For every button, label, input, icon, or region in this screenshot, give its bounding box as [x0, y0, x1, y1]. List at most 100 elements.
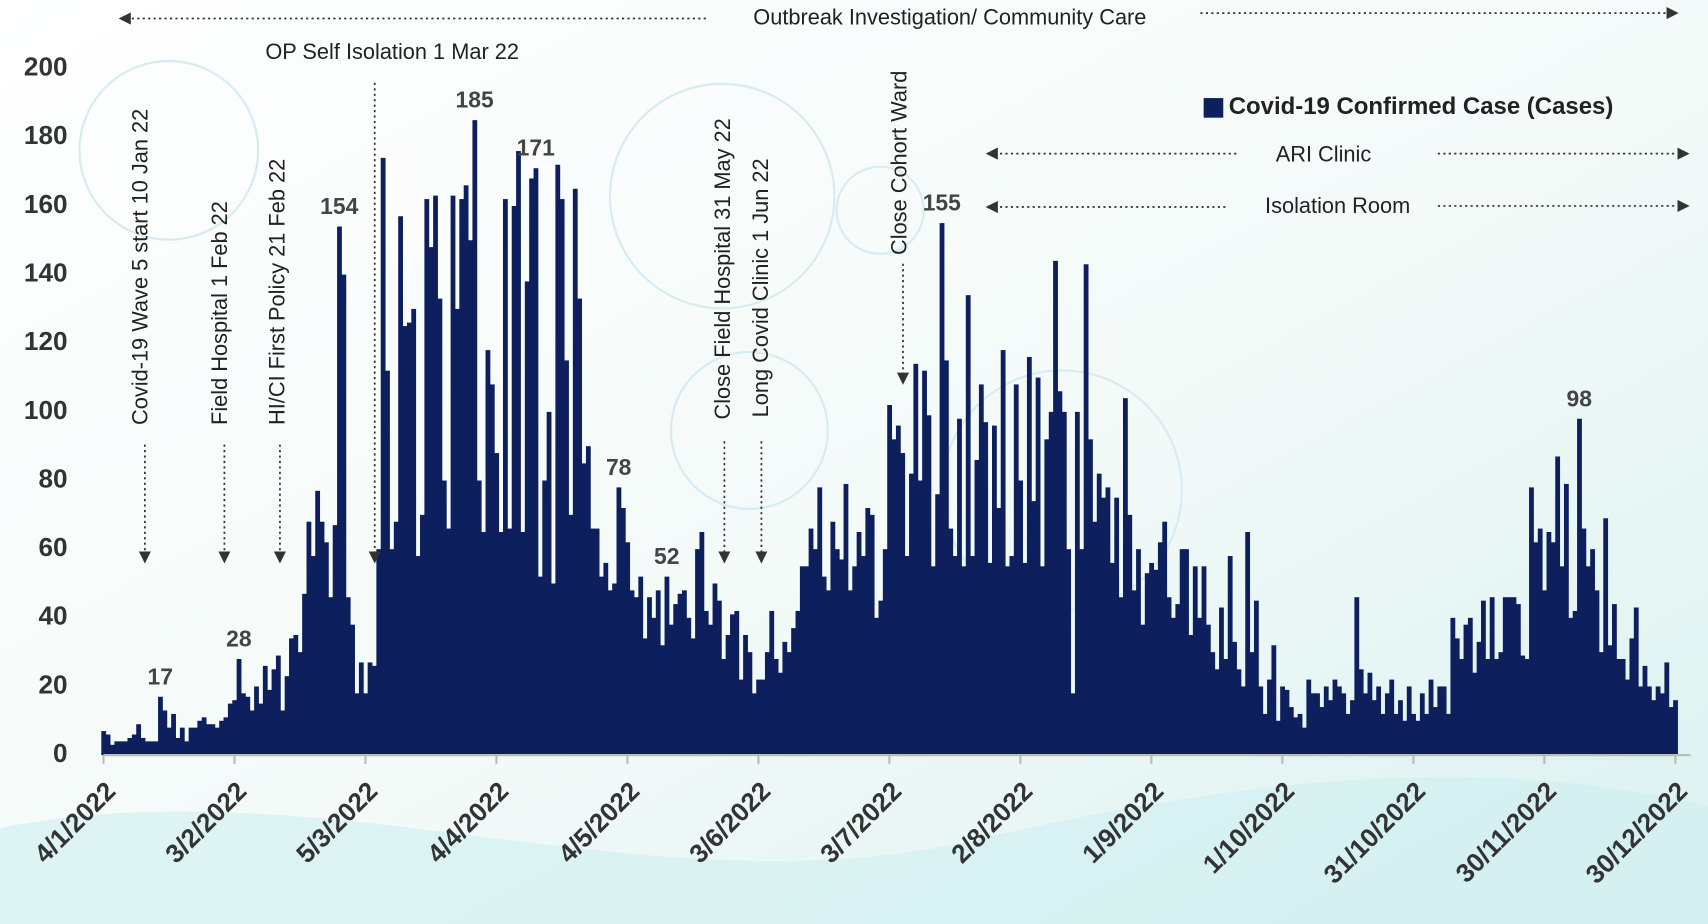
bar: [485, 350, 491, 756]
bar: [114, 741, 120, 756]
bar: [965, 295, 971, 756]
bar: [354, 693, 360, 756]
y-tick-label: 0: [53, 738, 68, 768]
bar: [1673, 700, 1678, 756]
bar: [1550, 542, 1556, 756]
bar: [241, 693, 246, 756]
bar: [874, 617, 879, 756]
y-tick-label: 160: [24, 189, 68, 219]
bar: [1358, 669, 1364, 756]
bar: [799, 566, 805, 756]
bar: [1070, 693, 1076, 756]
bar: [1280, 686, 1285, 756]
decor: [669, 350, 829, 510]
bar: [1245, 532, 1251, 756]
bar: [1162, 521, 1168, 756]
bar: [110, 744, 115, 756]
bar: [254, 686, 259, 756]
bar: [201, 717, 207, 756]
bar: [1563, 483, 1569, 756]
bar: [769, 610, 775, 756]
bar: [983, 422, 989, 756]
bar: [1345, 713, 1351, 756]
bar: [393, 521, 399, 756]
bar: [686, 617, 692, 756]
bar: [1341, 693, 1347, 756]
bar: [804, 566, 810, 756]
bar: [1166, 597, 1172, 756]
bar: [1101, 497, 1106, 756]
bar: [572, 188, 578, 756]
bar: [1136, 549, 1141, 756]
bar: [140, 737, 146, 756]
bar: [533, 168, 539, 756]
bar: [542, 480, 548, 756]
bar: [297, 652, 303, 756]
bar: [1044, 439, 1050, 756]
y-tick-label: 180: [24, 120, 68, 150]
bar: [1153, 569, 1159, 756]
bar: [612, 583, 617, 756]
bar: [695, 549, 700, 756]
bar: [839, 559, 844, 756]
bar: [581, 463, 587, 756]
bar: [245, 696, 251, 756]
bar: [1389, 679, 1395, 756]
bar: [1306, 679, 1312, 756]
bar: [1258, 686, 1264, 756]
bar: [489, 384, 495, 756]
bar: [760, 679, 766, 756]
bar: [450, 195, 456, 756]
bar: [1066, 549, 1072, 756]
bar: [376, 549, 382, 756]
bar: [1048, 411, 1054, 756]
bar: [821, 576, 827, 756]
bar: [1284, 689, 1290, 756]
bar: [865, 507, 871, 756]
bar: [690, 638, 696, 756]
bar: [1323, 686, 1329, 756]
bar: [1171, 617, 1176, 756]
bar: [943, 360, 949, 756]
bar: [651, 617, 657, 756]
bar: [1253, 600, 1259, 756]
bar: [957, 418, 962, 756]
bar: [564, 360, 569, 756]
data-label: 154: [320, 193, 358, 219]
bar: [1660, 693, 1665, 756]
bar: [1271, 645, 1277, 756]
bar: [1459, 659, 1464, 756]
bar: [1520, 655, 1526, 756]
bar: [677, 593, 683, 756]
bar: [367, 662, 373, 756]
bar: [275, 655, 281, 756]
bar: [1489, 597, 1495, 756]
bar: [1184, 549, 1189, 756]
bar: [664, 576, 670, 756]
bar: [786, 652, 792, 756]
bar: [1088, 439, 1093, 756]
bar: [411, 308, 417, 756]
bar: [856, 532, 862, 756]
bar: [642, 638, 648, 756]
bar: [144, 741, 150, 756]
bar: [358, 662, 364, 756]
bar: [1638, 686, 1644, 756]
bar: [1507, 597, 1513, 756]
annotation: HI/CI First Policy 21 Feb 22: [265, 159, 290, 425]
bar: [123, 741, 128, 756]
bar: [1371, 700, 1377, 756]
bar: [1079, 549, 1085, 756]
bar: [1197, 617, 1203, 756]
bar: [1005, 566, 1010, 756]
bar: [734, 610, 740, 756]
annotation: Covid-19 Wave 5 start 10 Jan 22: [127, 109, 152, 425]
bar: [415, 556, 421, 756]
bar: [520, 532, 526, 756]
bar: [878, 600, 884, 756]
bar: [323, 542, 329, 756]
bar: [529, 178, 534, 756]
bar: [778, 672, 783, 756]
bar: [1625, 679, 1630, 756]
